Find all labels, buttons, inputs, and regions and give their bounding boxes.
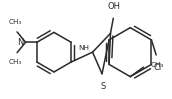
Text: Cl: Cl — [154, 63, 162, 71]
Text: NH: NH — [78, 45, 89, 50]
Text: N: N — [17, 38, 24, 47]
Text: OH: OH — [108, 2, 121, 11]
Text: CH₃: CH₃ — [151, 62, 164, 68]
Text: S: S — [100, 82, 106, 91]
Text: CH₃: CH₃ — [8, 19, 22, 25]
Text: CH₃: CH₃ — [8, 59, 22, 65]
